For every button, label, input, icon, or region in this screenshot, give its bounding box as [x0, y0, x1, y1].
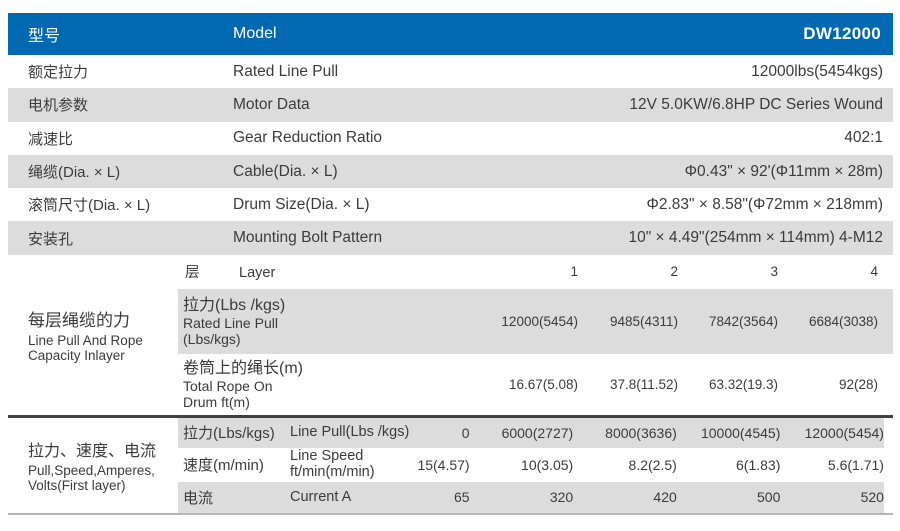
- rope-length-value: 92(28): [838, 376, 878, 392]
- layer-section-label-en1: Line Pull And Rope: [28, 332, 143, 348]
- performance-section-label: 拉力、速度、电流 Pull,Speed,Amperes, Volts(First…: [8, 417, 178, 513]
- spec-row-mounting-bolt: 安装孔 Mounting Bolt Pattern 10" × 4.49"(25…: [8, 221, 893, 255]
- layer-number: 2: [670, 264, 678, 280]
- spec-row-rated-line-pull: 额定拉力 Rated Line Pull 12000lbs(5454kgs): [8, 55, 893, 88]
- rope-length-label-en2: Drum ft(m): [183, 393, 250, 410]
- spec-row-cable: 绳缆(Dia. × L) Cable(Dia. × L) Φ0.43" × 92…: [8, 154, 893, 189]
- performance-label-en1: Pull,Speed,Amperes,: [28, 462, 155, 478]
- rated-pull-value: 7842(3564): [708, 313, 778, 329]
- line-speed-row: 速度(m/min) Line Speed ft/min(m/min) 15(4.…: [178, 448, 884, 482]
- spec-value: 10" × 4.49"(254mm × 114mm) 4-M12: [628, 229, 883, 247]
- line-pull-row: 拉力(Lbs/kgs) Line Pull(Lbs /kgs) 0 6000(2…: [178, 417, 884, 448]
- rated-pull-label-en1: Rated Line Pull: [183, 314, 278, 331]
- spec-label-cn: 额定拉力: [28, 64, 89, 82]
- spec-value: Φ0.43" × 92'(Φ11mm × 28m): [684, 162, 883, 180]
- spec-value: 402:1: [844, 129, 883, 147]
- rated-pull-row: 拉力(Lbs /kgs) Rated Line Pull (Lbs/kgs) 1…: [178, 288, 893, 354]
- spec-row-gear-ratio: 减速比 Gear Reduction Ratio 402:1: [8, 122, 893, 155]
- line-speed-value: 5.6(1.71): [827, 456, 884, 473]
- spec-label-cn: 安装孔: [28, 230, 74, 248]
- layer-section-grid: 层 Layer 1 2 3 4 拉力(Lbs /kgs) Rated Line …: [178, 255, 893, 415]
- spec-label-en: Drum Size(Dia. × L): [233, 195, 370, 213]
- layer-label-en: Layer: [239, 265, 276, 282]
- performance-grid: 拉力(Lbs/kgs) Line Pull(Lbs /kgs) 0 6000(2…: [178, 417, 893, 513]
- header-label-en: Model: [233, 25, 277, 42]
- spec-table: 型号 Model DW12000 额定拉力 Rated Line Pull 12…: [8, 13, 893, 515]
- line-pull-value: 0: [461, 424, 470, 441]
- layer-section-label: 每层绳缆的力 Line Pull And Rope Capacity Inlay…: [8, 254, 178, 415]
- line-speed-label-en1: Line Speed: [290, 448, 364, 465]
- rated-pull-label-en2: (Lbs/kgs): [183, 330, 241, 347]
- spec-value: 12000lbs(5454kgs): [751, 62, 883, 80]
- current-value: 500: [757, 489, 781, 506]
- line-pull-label-cn: 拉力(Lbs/kgs): [183, 425, 275, 443]
- rope-length-row: 卷筒上的绳长(m) Total Rope On Drum ft(m) 16.67…: [178, 354, 893, 415]
- rope-length-label: 卷筒上的绳长(m) Total Rope On Drum ft(m): [178, 359, 493, 410]
- layer-section-label-en2: Capacity Inlayer: [28, 348, 125, 364]
- line-speed-value: 15(4.57): [417, 456, 470, 473]
- rated-pull-value: 12000(5454): [501, 313, 578, 329]
- spec-label-en: Cable(Dia. × L): [233, 162, 338, 180]
- spec-row-motor-data: 电机参数 Motor Data 12V 5.0KW/6.8HP DC Serie…: [8, 88, 893, 122]
- layer-number: 4: [870, 264, 878, 280]
- current-value: 320: [549, 489, 574, 506]
- rated-pull-value: 9485(4311): [609, 313, 678, 329]
- line-speed-value: 6(1.83): [736, 456, 781, 473]
- section-divider-line: [8, 414, 893, 418]
- spec-value: Φ2.83" × 8.58"(Φ72mm × 218mm): [646, 195, 883, 213]
- bottom-border-line: [8, 512, 893, 515]
- current-value: 65: [454, 489, 470, 506]
- layer-section-label-cn: 每层绳缆的力: [28, 310, 130, 330]
- line-speed-label-en2: ft/min(m/min): [290, 463, 375, 480]
- rated-pull-label-cn: 拉力(Lbs /kgs): [183, 296, 286, 314]
- line-speed-value: 8.2(2.5): [628, 456, 677, 473]
- layer-capacity-section: 每层绳缆的力 Line Pull And Rope Capacity Inlay…: [8, 254, 893, 415]
- spec-label-cn: 电机参数: [28, 97, 89, 115]
- layer-label-cn: 层: [185, 265, 200, 282]
- header-label-cn: 型号: [28, 28, 61, 45]
- rope-length-value: 63.32(19.3): [708, 376, 778, 392]
- rope-length-label-cn: 卷筒上的绳长(m): [183, 359, 303, 377]
- layer-number: 1: [570, 264, 578, 280]
- line-pull-value: 12000(5454): [804, 424, 884, 441]
- rope-length-value: 16.67(5.08): [508, 376, 578, 392]
- spec-label-en: Rated Line Pull: [233, 62, 339, 80]
- line-speed-label-en: Line Speed ft/min(m/min): [290, 448, 375, 480]
- line-pull-value: 8000(3636): [605, 424, 677, 441]
- spec-label-en: Gear Reduction Ratio: [233, 129, 383, 147]
- current-value: 520: [860, 489, 884, 506]
- line-speed-value: 10(3.05): [521, 456, 574, 473]
- current-label-cn: 电流: [183, 489, 214, 507]
- performance-label-cn: 拉力、速度、电流: [28, 442, 157, 460]
- line-speed-label-cn: 速度(m/min): [183, 457, 264, 475]
- line-pull-label-en: Line Pull(Lbs /kgs): [290, 424, 410, 441]
- current-row: 电流 Current A 65 320 420 500 520: [178, 481, 884, 513]
- spec-label-cn: 滚筒尺寸(Dia. × L): [28, 197, 151, 215]
- table-header-row: 型号 Model DW12000: [8, 13, 893, 55]
- spec-value: 12V 5.0KW/6.8HP DC Series Wound: [629, 95, 883, 113]
- current-value: 420: [653, 489, 677, 506]
- layer-header-row: 层 Layer 1 2 3 4: [178, 255, 893, 289]
- layer-number: 3: [770, 264, 778, 280]
- spec-row-drum-size: 滚筒尺寸(Dia. × L) Drum Size(Dia. × L) Φ2.83…: [8, 188, 893, 221]
- performance-section: 拉力、速度、电流 Pull,Speed,Amperes, Volts(First…: [8, 417, 893, 513]
- layer-row-label: 层 Layer: [178, 261, 493, 282]
- model-value: DW12000: [803, 24, 881, 43]
- line-pull-value: 10000(4545): [700, 424, 781, 441]
- rated-pull-value: 6684(3038): [808, 313, 878, 329]
- rope-length-value: 37.8(11.52): [609, 376, 678, 392]
- current-label-en: Current A: [290, 488, 352, 505]
- performance-label-en2: Volts(First layer): [28, 478, 126, 494]
- rated-pull-label: 拉力(Lbs /kgs) Rated Line Pull (Lbs/kgs): [178, 296, 493, 347]
- spec-label-cn: 减速比: [28, 130, 74, 148]
- spec-label-en: Motor Data: [233, 95, 310, 113]
- spec-label-cn: 绳缆(Dia. × L): [28, 164, 121, 182]
- line-pull-value: 6000(2727): [501, 424, 574, 441]
- rope-length-label-en1: Total Rope On: [183, 377, 273, 394]
- spec-label-en: Mounting Bolt Pattern: [233, 229, 383, 247]
